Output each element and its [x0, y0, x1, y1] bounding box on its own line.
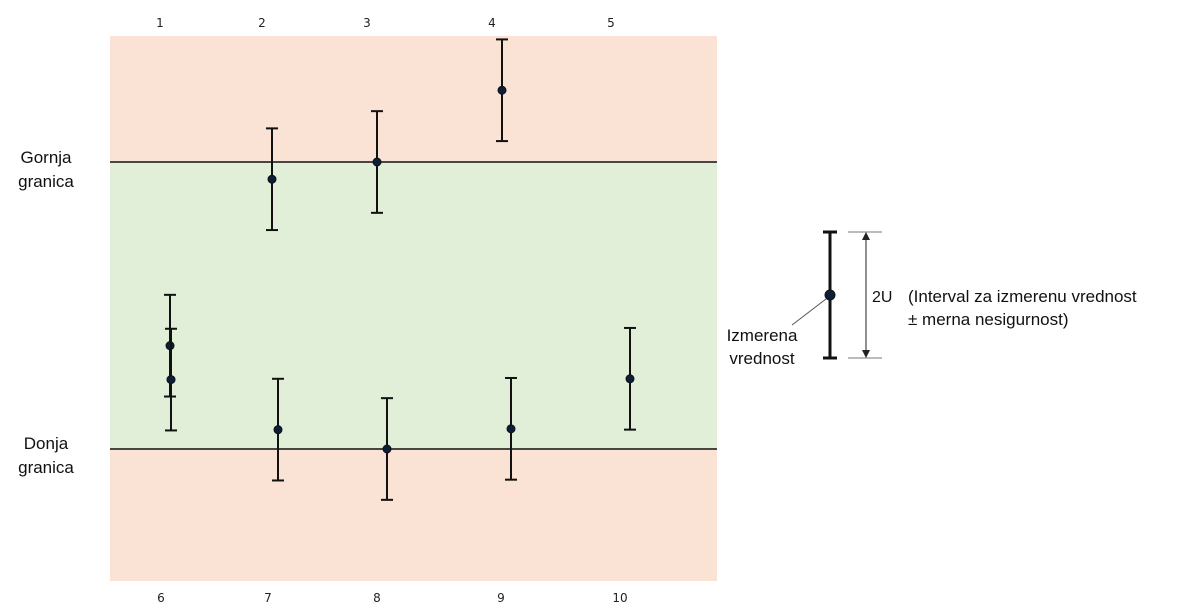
measured-point: [506, 424, 516, 434]
measurement-2: 2: [258, 16, 278, 232]
legend-interval-line-1: (Interval za izmerenu vrednost: [908, 287, 1137, 306]
measurement-8: 8: [373, 397, 393, 603]
measurement-4: 4: [488, 16, 508, 143]
upper-limit-label: Gornja granica: [6, 146, 86, 194]
legend-span-label: 2U: [872, 289, 892, 306]
upper-rejection-zone: [110, 36, 717, 162]
measurement-number-label: 8: [373, 591, 381, 603]
measured-point: [273, 425, 283, 435]
measured-point: [372, 157, 382, 167]
legend-pointer-line: [791, 298, 827, 326]
acceptance-zone: [110, 162, 717, 449]
legend-interval-label: (Interval za izmerenu vrednost ± merna n…: [908, 285, 1178, 331]
legend-example: 2U: [791, 230, 892, 360]
measurement-3: 3: [363, 16, 383, 214]
upper-limit-label-line-1: Gornja: [20, 148, 72, 167]
measured-point: [267, 174, 277, 184]
measured-point: [497, 85, 507, 95]
measured-point: [382, 444, 392, 454]
legend-measured-point: [824, 289, 836, 301]
measurement-5: 5: [607, 16, 615, 30]
measurement-6: 6: [157, 327, 177, 603]
legend-measured-value-label: Izmerena vrednost: [722, 324, 802, 370]
measurement-number-label: 6: [157, 591, 165, 603]
measurement-7: 7: [264, 377, 284, 603]
lower-rejection-zone: [110, 449, 717, 581]
measurement-number-label: 3: [363, 16, 371, 30]
measurement-number-label: 10: [612, 591, 627, 603]
upper-limit-label-line-2: granica: [18, 172, 74, 191]
legend-measured-value-line-1: Izmerena: [726, 326, 798, 345]
measurement-number-label: 4: [488, 16, 496, 30]
measured-point: [625, 374, 635, 384]
legend-interval-line-2: ± merna nesigurnost): [908, 310, 1069, 329]
measurement-9: 9: [497, 376, 517, 603]
lower-limit-label: Donja granica: [6, 432, 86, 480]
measurements: 1 2 3 4 5 6 7 8 9 10: [156, 16, 636, 603]
measurement-number-label: 2: [258, 16, 266, 30]
measured-point: [166, 375, 176, 385]
lower-limit-label-line-1: Donja: [23, 434, 69, 453]
measurement-number-label: 9: [497, 591, 505, 603]
measurement-number-label: 1: [156, 16, 164, 30]
measurement-number-label: 7: [264, 591, 272, 603]
measurement-number-label: 5: [607, 16, 615, 30]
legend-measured-value-line-2: vrednost: [729, 349, 795, 368]
measurement-10: 10: [612, 326, 636, 603]
lower-limit-label-line-2: granica: [18, 458, 74, 477]
